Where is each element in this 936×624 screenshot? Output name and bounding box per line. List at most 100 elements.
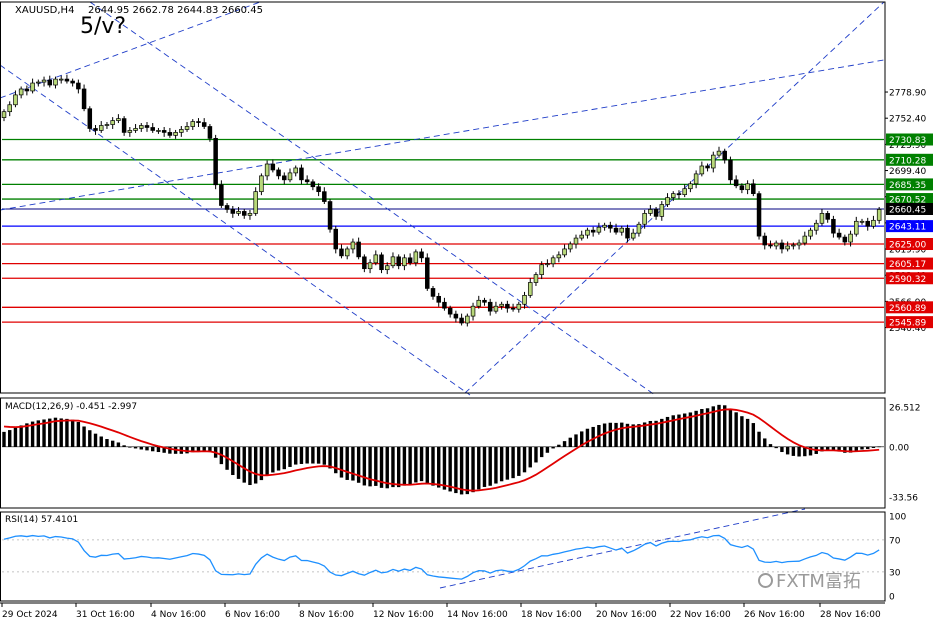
macd-bar — [837, 446, 841, 452]
bull-candle — [522, 295, 527, 305]
bear-candle — [728, 159, 733, 181]
bull-candle — [688, 183, 693, 190]
bull-candle — [819, 213, 825, 224]
bull-candle — [247, 213, 253, 216]
macd-bar — [848, 446, 853, 453]
macd-bar — [391, 446, 395, 488]
bull-candle — [344, 248, 350, 257]
macd-bar — [631, 424, 635, 447]
bull-candle — [682, 188, 687, 195]
macd-bar — [860, 446, 864, 450]
rsi-label: RSI(14) 57.4101 — [5, 515, 78, 525]
bull-candle — [550, 257, 556, 265]
bear-candle — [487, 301, 493, 312]
macd-bar — [202, 446, 206, 451]
macd-scale-label: -33.56 — [889, 493, 918, 503]
bull-candle — [53, 78, 58, 86]
macd-bar — [236, 446, 241, 479]
level-tag — [886, 238, 933, 251]
bull-candle — [602, 224, 607, 228]
macd-bar — [345, 446, 349, 480]
macd-bar — [282, 446, 286, 470]
level-tag — [886, 203, 933, 215]
macd-bar — [19, 425, 23, 447]
macd-bar — [145, 446, 149, 451]
level-tag-label: 2660.45 — [889, 206, 926, 216]
bull-candle — [18, 88, 24, 96]
bull-candle — [636, 223, 642, 234]
bear-candle — [842, 236, 848, 243]
trendlines-layer — [0, 1, 885, 396]
bear-candle — [396, 256, 401, 267]
bull-candle — [58, 78, 64, 81]
macd-bar — [871, 446, 876, 448]
macd-bar — [156, 446, 161, 453]
bull-candle — [476, 299, 482, 307]
macd-bar — [76, 422, 81, 447]
macd-bar — [728, 408, 733, 447]
bear-candle — [613, 227, 619, 233]
macd-bar — [774, 446, 778, 449]
time-tick-label: 29 Oct 2024 — [2, 610, 58, 620]
bear-candle — [825, 213, 830, 220]
macd-layer — [2, 404, 884, 495]
rsi-scale-label: 100 — [889, 512, 906, 522]
macd-bar — [316, 446, 321, 464]
bull-candle — [110, 120, 115, 125]
macd-bar — [442, 446, 447, 490]
bear-candle — [779, 242, 785, 250]
bull-candle — [527, 282, 533, 296]
macd-bar — [465, 446, 470, 495]
macd-bar — [122, 445, 126, 447]
bull-candle — [293, 167, 298, 174]
macd-bar — [454, 446, 458, 494]
bear-candle — [310, 181, 316, 188]
bull-candle — [104, 124, 110, 126]
bear-candle — [276, 169, 281, 177]
level-tag — [886, 133, 933, 146]
bear-candle — [219, 184, 224, 206]
macd-bar — [25, 423, 29, 447]
macd-bar — [825, 446, 830, 451]
macd-bar — [562, 441, 567, 447]
bear-candle — [76, 82, 81, 90]
price-tick-label: 2540.40 — [889, 324, 926, 334]
level-tag — [886, 220, 933, 233]
bear-candle — [425, 257, 430, 289]
macd-bar — [608, 422, 613, 447]
bear-candle — [459, 317, 464, 324]
bear-candle — [430, 288, 436, 297]
macd-bar — [791, 446, 796, 456]
bear-candle — [327, 201, 333, 230]
level-tag — [886, 193, 933, 206]
time-tick-label: 28 Nov 16:00 — [820, 610, 881, 620]
macd-bar — [459, 446, 464, 495]
macd-bar — [574, 434, 578, 447]
bull-candle — [808, 229, 813, 237]
macd-bar — [379, 446, 384, 488]
macd-bar — [408, 446, 412, 485]
bull-candle — [173, 132, 178, 136]
bull-candle — [556, 254, 562, 259]
macd-bar — [866, 446, 870, 450]
bull-candle — [184, 126, 190, 130]
macd-bar — [93, 433, 98, 447]
macd-bar — [294, 446, 298, 465]
bull-candle — [871, 219, 876, 227]
watermark-text: FXTM富拓 — [776, 571, 861, 592]
bull-candle — [41, 79, 47, 83]
macd-bar — [780, 446, 784, 453]
macd-bar — [253, 446, 258, 484]
macd-bar — [82, 426, 86, 447]
pane-frame-3 — [0, 511, 886, 602]
macd-bar — [65, 418, 69, 447]
bull-candle — [802, 235, 808, 244]
time-tick-label: 4 Nov 16:00 — [151, 610, 206, 620]
macd-bar — [751, 423, 756, 447]
bull-candle — [516, 303, 522, 310]
bull-candle — [573, 237, 579, 245]
macd-bar — [13, 427, 18, 447]
macd-bar — [580, 431, 584, 447]
macd-bar — [539, 446, 544, 458]
